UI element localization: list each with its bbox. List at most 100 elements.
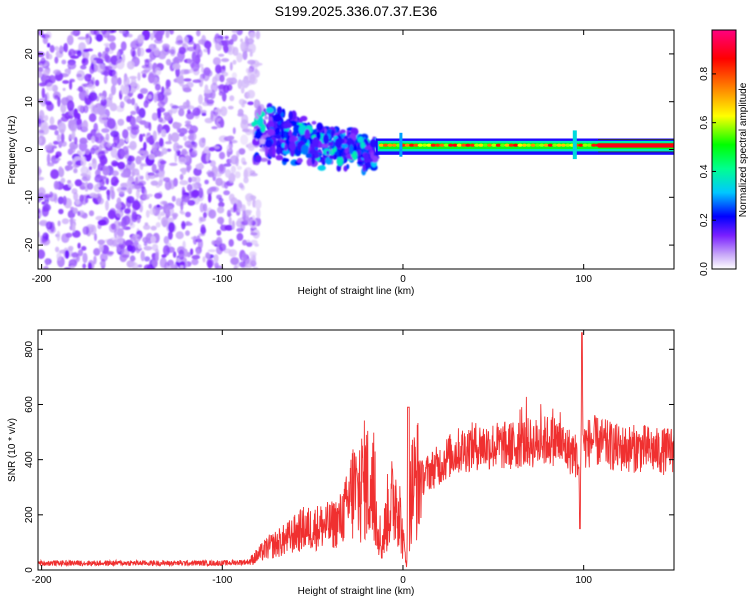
noise-blob — [38, 212, 43, 217]
noise-blob — [124, 208, 131, 215]
noise-blob — [126, 98, 133, 104]
noise-blob — [71, 252, 79, 258]
noise-blob — [108, 118, 116, 126]
noise-blob — [102, 165, 109, 176]
noise-blob — [203, 67, 211, 76]
noise-blob — [211, 240, 217, 246]
noise-blob — [97, 105, 105, 116]
noise-blob — [214, 109, 223, 113]
noise-blob — [44, 144, 53, 151]
noise-blob — [110, 130, 119, 138]
noise-blob — [80, 166, 89, 175]
transition-blob — [311, 120, 317, 125]
x-tick-label: 0 — [400, 274, 406, 285]
transition-blob — [289, 141, 296, 151]
noise-blob — [204, 179, 209, 185]
noise-blob — [207, 193, 212, 203]
noise-blob — [80, 64, 87, 70]
noise-blob — [208, 147, 216, 152]
noise-blob — [254, 199, 262, 210]
noise-blob — [190, 189, 199, 199]
noise-blob — [43, 266, 49, 269]
noise-blob — [218, 83, 226, 94]
noise-blob — [86, 133, 93, 141]
noise-blob — [140, 250, 145, 262]
snr-panel: -200 -100 0 100 0 200 400 600 800 Height of str… — [7, 329, 675, 597]
band-core — [409, 143, 415, 147]
band-core — [387, 143, 393, 147]
noise-blob — [159, 257, 167, 269]
noise-blob — [65, 165, 71, 172]
noise-blob — [197, 238, 203, 250]
noise-blob — [90, 224, 97, 236]
noise-blob — [224, 35, 229, 40]
noise-blob — [110, 189, 116, 200]
x-tick-label: -200 — [32, 274, 52, 285]
noise-blob — [91, 136, 96, 144]
noise-blob — [189, 68, 194, 74]
noise-blob — [189, 125, 198, 134]
noise-blob — [140, 155, 145, 161]
noise-blob — [190, 61, 200, 72]
noise-blob — [45, 221, 53, 230]
noise-blob — [104, 47, 110, 52]
transition-blob — [326, 150, 330, 155]
band-core — [465, 143, 471, 147]
band-core — [430, 143, 436, 147]
noise-blob — [241, 114, 249, 125]
transition-blob — [300, 115, 308, 122]
noise-blob — [228, 239, 234, 247]
noise-blob — [144, 59, 150, 68]
noise-blob — [174, 58, 184, 63]
band-core — [422, 143, 428, 147]
noise-blob — [178, 46, 186, 55]
noise-blob — [187, 109, 191, 115]
transition-blob — [267, 128, 275, 136]
spectrogram-xlabel: Height of straight line (km) — [298, 286, 415, 297]
band-core — [543, 143, 549, 147]
noise-blob — [86, 182, 94, 190]
noise-blob — [181, 169, 187, 175]
noise-blob — [179, 174, 184, 181]
band-core — [521, 143, 528, 147]
band-core — [565, 143, 571, 147]
noise-blob — [143, 141, 147, 151]
noise-blob — [79, 137, 88, 144]
y-tick-label: 600 — [24, 396, 35, 413]
noise-blob — [68, 119, 76, 126]
noise-blob — [38, 30, 44, 36]
transition-blob — [364, 145, 373, 150]
noise-blob — [226, 209, 232, 218]
noise-blob — [222, 41, 228, 52]
transition-blob — [304, 128, 311, 139]
noise-blob — [236, 232, 244, 241]
noise-blob — [142, 150, 149, 159]
noise-blob — [55, 154, 59, 159]
band-core — [552, 143, 558, 147]
noise-blob — [49, 45, 55, 53]
noise-blob — [105, 133, 110, 141]
noise-blob — [237, 108, 244, 116]
noise-blob — [146, 136, 154, 144]
transition-blob — [273, 113, 282, 123]
noise-blob — [236, 150, 240, 158]
noise-blob — [47, 42, 51, 48]
noise-blob — [233, 265, 238, 269]
y-tick-label: 200 — [24, 506, 35, 523]
noise-blob — [203, 146, 211, 154]
noise-blob — [58, 208, 64, 215]
noise-blob — [165, 30, 170, 39]
noise-blob — [130, 126, 140, 136]
noise-blob — [117, 161, 126, 170]
noise-blob — [97, 150, 106, 160]
noise-blob — [181, 194, 190, 203]
noise-blob — [165, 206, 175, 217]
noise-blob — [48, 125, 55, 130]
noise-blob — [55, 246, 60, 253]
noise-blob — [245, 38, 255, 45]
noise-blob — [151, 112, 158, 121]
colorbar: 0.0 0.2 0.4 0.6 0.8 Normalized spectral ampl… — [699, 29, 749, 276]
noise-blob — [243, 176, 249, 184]
noise-blob — [49, 191, 54, 198]
